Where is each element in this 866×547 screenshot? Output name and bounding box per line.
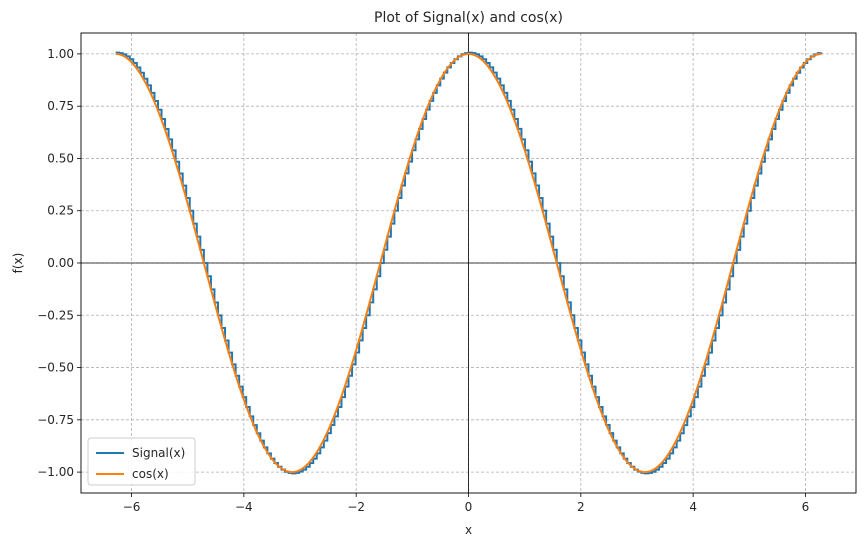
x-ticks: −6 −4 −2 0 2 4 6 <box>123 493 810 514</box>
series-layer <box>115 51 823 475</box>
y-axis-label: f(x) <box>11 253 25 274</box>
x-tick-label: 4 <box>689 500 697 514</box>
series-line-cos <box>115 52 822 474</box>
chart-title: Plot of Signal(x) and cos(x) <box>374 10 563 26</box>
x-tick-label: −4 <box>235 500 253 514</box>
y-tick-label: −0.50 <box>37 361 74 375</box>
y-tick-label: 0.00 <box>47 256 74 270</box>
legend: Signal(x) cos(x) <box>87 437 196 486</box>
series-line-signal <box>115 51 823 475</box>
y-tick-label: 1.00 <box>47 47 74 61</box>
y-ticks: −1.00 −0.75 −0.50 −0.25 0.00 0.25 0.50 0.75 1.00 <box>37 47 81 479</box>
x-axis-label: x <box>465 523 472 537</box>
x-tick-label: 2 <box>577 500 585 514</box>
x-tick-label: 6 <box>802 500 810 514</box>
y-tick-label: 0.50 <box>47 151 74 165</box>
y-tick-label: −1.00 <box>37 465 74 479</box>
legend-label-cos: cos(x) <box>132 467 169 481</box>
x-tick-label: −6 <box>123 500 141 514</box>
y-tick-label: −0.75 <box>37 413 74 427</box>
x-tick-label: −2 <box>347 500 365 514</box>
y-tick-label: 0.25 <box>47 204 74 218</box>
legend-label-signal: Signal(x) <box>132 446 185 460</box>
x-tick-label: 0 <box>465 500 473 514</box>
y-tick-label: −0.25 <box>37 308 74 322</box>
y-tick-label: 0.75 <box>47 99 74 113</box>
zero-lines <box>81 33 856 493</box>
